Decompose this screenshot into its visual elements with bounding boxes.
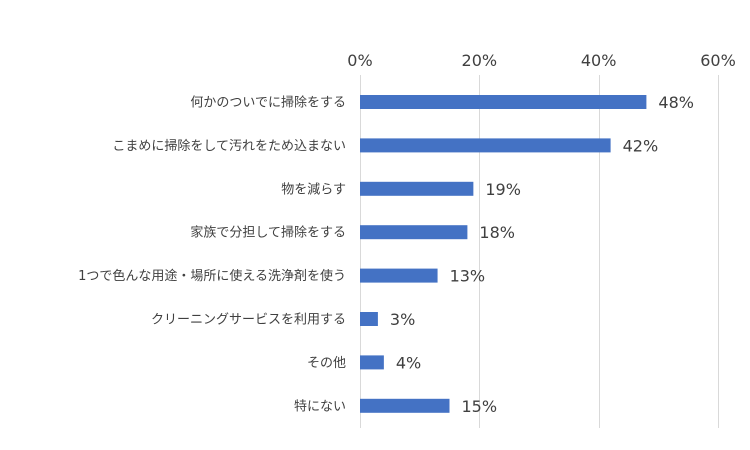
data-label: 48%: [658, 93, 694, 112]
category-label: 特にない: [294, 399, 346, 414]
data-label: 4%: [396, 353, 421, 372]
x-axis-ticks: 0% 20% 40% 60%: [347, 51, 735, 70]
x-tick-label: 40%: [581, 51, 617, 70]
bar: [360, 355, 384, 370]
bar: [360, 398, 450, 413]
category-label: 1つで色んな用途・場所に使える洗浄剤を使う: [78, 268, 346, 284]
data-label: 19%: [485, 180, 521, 199]
bar: [360, 268, 438, 283]
data-label: 13%: [450, 267, 486, 286]
x-tick-label: 60%: [700, 51, 736, 70]
bar: [360, 181, 474, 196]
data-label: 18%: [479, 223, 515, 242]
data-label: 3%: [390, 310, 415, 329]
data-label: 42%: [623, 136, 659, 155]
category-label: こまめに掃除をして汚れをため込まない: [112, 138, 346, 154]
category-label: 家族で分担して掃除をする: [190, 225, 346, 241]
x-tick-label: 0%: [347, 51, 372, 70]
category-label: その他: [307, 356, 346, 371]
bar: [360, 95, 647, 109]
bar: [360, 312, 378, 326]
category-labels: 何かのついでに掃除をするこまめに掃除をして汚れをため込まない物を減らす家族で分担…: [78, 95, 346, 415]
bar: [360, 138, 611, 153]
bar: [360, 225, 468, 240]
data-labels: 48% 42% 19% 18% 13% 3% 4% 15%: [390, 93, 694, 416]
category-label: クリーニングサービスを利用する: [151, 313, 346, 328]
bars: [360, 95, 647, 413]
data-label: 15%: [462, 397, 498, 416]
x-tick-label: 20%: [462, 51, 498, 70]
category-label: 物を減らす: [281, 181, 346, 197]
category-label: 何かのついでに掃除をする: [190, 95, 346, 111]
gridlines: [360, 75, 719, 428]
